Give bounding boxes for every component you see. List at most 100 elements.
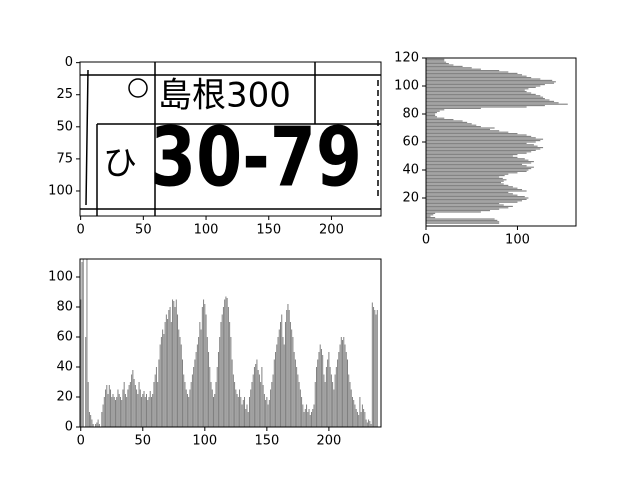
bar bbox=[426, 144, 534, 146]
bar bbox=[87, 382, 89, 427]
bar bbox=[426, 99, 550, 101]
bar bbox=[334, 374, 336, 427]
bar bbox=[144, 397, 146, 427]
bar bbox=[301, 397, 303, 427]
bar bbox=[426, 117, 445, 119]
x-tick-label: 100 bbox=[194, 223, 219, 238]
bar bbox=[426, 180, 504, 182]
bar bbox=[426, 123, 472, 125]
bar bbox=[165, 314, 167, 427]
bar bbox=[102, 404, 104, 427]
bar bbox=[127, 389, 129, 427]
bar bbox=[225, 296, 227, 427]
bar bbox=[281, 314, 283, 427]
bar bbox=[426, 131, 509, 133]
x-tick-label: 50 bbox=[135, 434, 152, 449]
bar bbox=[426, 145, 538, 147]
bar bbox=[426, 63, 449, 65]
bar bbox=[342, 340, 344, 427]
bar bbox=[234, 382, 236, 427]
bar bbox=[426, 121, 468, 123]
bar bbox=[426, 110, 440, 112]
bar bbox=[175, 299, 177, 427]
bar bbox=[426, 100, 555, 102]
bar bbox=[426, 65, 463, 67]
bar bbox=[426, 109, 445, 111]
plate-kana: ひ bbox=[103, 144, 137, 184]
bar bbox=[426, 156, 518, 158]
y-tick-label: 100 bbox=[394, 79, 419, 94]
bar bbox=[242, 400, 244, 427]
bar bbox=[426, 147, 544, 149]
bar bbox=[426, 60, 445, 62]
bar bbox=[304, 409, 306, 427]
bar bbox=[324, 382, 326, 427]
bar bbox=[81, 262, 83, 427]
bar bbox=[230, 337, 232, 427]
bar bbox=[426, 124, 477, 126]
bar bbox=[258, 374, 260, 427]
bar bbox=[374, 310, 376, 427]
bar bbox=[262, 385, 264, 427]
bar bbox=[426, 197, 529, 199]
bar bbox=[370, 424, 372, 427]
bar bbox=[360, 412, 362, 427]
bar bbox=[137, 394, 139, 427]
bar bbox=[293, 352, 295, 427]
bar bbox=[426, 141, 536, 143]
bar bbox=[426, 194, 518, 196]
bar bbox=[149, 391, 151, 427]
y-tick-label: 80 bbox=[402, 107, 419, 122]
bar bbox=[267, 404, 269, 427]
bar bbox=[211, 389, 213, 427]
bar bbox=[426, 133, 518, 135]
bar bbox=[97, 419, 99, 427]
bar bbox=[426, 211, 481, 213]
x-tick-label: 0 bbox=[422, 233, 430, 248]
bar bbox=[108, 385, 110, 427]
bar bbox=[308, 409, 310, 427]
bar bbox=[101, 412, 103, 427]
bar bbox=[188, 397, 190, 427]
bar bbox=[216, 367, 218, 427]
bar bbox=[426, 215, 431, 217]
bar bbox=[315, 367, 317, 427]
bar bbox=[227, 307, 229, 427]
y-tick-label: 60 bbox=[56, 330, 73, 345]
bar bbox=[124, 394, 126, 427]
bar bbox=[253, 367, 255, 427]
bar bbox=[345, 352, 347, 427]
bar bbox=[275, 352, 277, 427]
bar bbox=[284, 322, 286, 427]
bar bbox=[426, 114, 436, 116]
bar bbox=[318, 352, 320, 427]
bar bbox=[426, 190, 527, 192]
bar bbox=[364, 412, 366, 427]
bar bbox=[426, 91, 527, 93]
bar bbox=[426, 152, 527, 154]
bar bbox=[344, 344, 346, 427]
bar bbox=[174, 307, 176, 427]
bar bbox=[217, 352, 219, 427]
x-tick-label: 100 bbox=[192, 434, 217, 449]
bar bbox=[325, 367, 327, 427]
bar bbox=[95, 424, 97, 427]
bar bbox=[173, 301, 175, 427]
bar bbox=[114, 400, 116, 427]
y-tick-label: 0 bbox=[65, 55, 73, 70]
bar bbox=[286, 310, 288, 427]
bar bbox=[164, 322, 166, 427]
bar bbox=[157, 382, 159, 427]
bar bbox=[103, 397, 105, 427]
bar bbox=[208, 352, 210, 427]
bar bbox=[91, 419, 93, 427]
bar bbox=[178, 329, 180, 427]
bar bbox=[260, 382, 262, 427]
bar bbox=[116, 397, 118, 427]
bar bbox=[141, 397, 143, 427]
bar bbox=[232, 374, 234, 427]
bar bbox=[426, 193, 513, 195]
bar bbox=[245, 409, 247, 427]
bar bbox=[426, 112, 437, 114]
bar bbox=[426, 154, 518, 156]
